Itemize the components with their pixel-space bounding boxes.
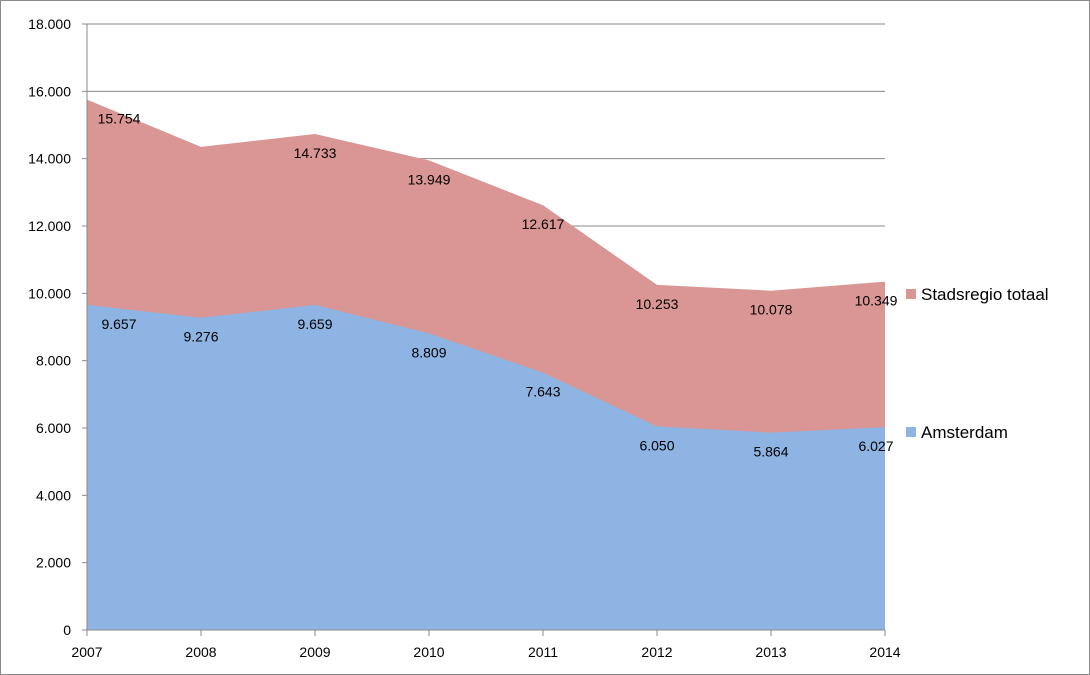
data-label: 14.733 bbox=[294, 145, 337, 161]
x-tick-label: 2011 bbox=[528, 644, 558, 660]
data-label: 13.949 bbox=[408, 171, 451, 187]
data-label: 8.809 bbox=[411, 344, 446, 360]
series-areas bbox=[87, 99, 885, 630]
y-tick-label: 10.000 bbox=[28, 285, 71, 301]
data-label: 6.027 bbox=[858, 438, 893, 454]
data-label: 10.349 bbox=[855, 293, 898, 309]
x-tick-label: 2009 bbox=[299, 644, 330, 660]
y-tick-label: 14.000 bbox=[28, 151, 71, 167]
data-label: 12.617 bbox=[522, 216, 565, 232]
x-tick-label: 2007 bbox=[71, 644, 102, 660]
y-tick-label: 12.000 bbox=[28, 218, 71, 234]
x-tick-label: 2013 bbox=[755, 644, 786, 660]
x-tick-label: 2012 bbox=[641, 644, 672, 660]
x-tick-label: 2014 bbox=[869, 644, 900, 660]
data-label: 10.253 bbox=[636, 296, 679, 312]
data-label: 6.050 bbox=[639, 437, 674, 453]
legend-swatch bbox=[906, 427, 916, 437]
data-label: 5.864 bbox=[753, 444, 788, 460]
legend-swatch bbox=[906, 289, 916, 299]
y-tick-label: 8.000 bbox=[36, 353, 71, 369]
y-tick-label: 18.000 bbox=[28, 16, 71, 32]
legend: Stadsregio totaal Amsterdam bbox=[906, 285, 1049, 442]
axes: 0 2.000 4.000 6.000 8.000 10.000 12.000 14.000 1… bbox=[28, 16, 901, 660]
data-label: 9.659 bbox=[297, 316, 332, 332]
y-tick-label: 0 bbox=[63, 622, 71, 638]
y-tick-label: 4.000 bbox=[36, 487, 71, 503]
y-tick-label: 16.000 bbox=[28, 83, 71, 99]
data-label: 9.276 bbox=[183, 329, 218, 345]
x-tick-label: 2008 bbox=[185, 644, 216, 660]
x-tick-label: 2010 bbox=[413, 644, 444, 660]
data-label: 9.657 bbox=[101, 316, 136, 332]
y-tick-label: 6.000 bbox=[36, 420, 71, 436]
data-label: 10.078 bbox=[750, 302, 793, 318]
y-tick-label: 2.000 bbox=[36, 555, 71, 571]
data-label: 15.754 bbox=[98, 111, 141, 127]
legend-label: Amsterdam bbox=[921, 423, 1008, 442]
legend-label: Stadsregio totaal bbox=[921, 285, 1049, 304]
area-amsterdam bbox=[87, 304, 885, 630]
data-label: 7.643 bbox=[525, 384, 560, 400]
data-labels: 15.754 14.733 13.949 12.617 10.253 10.078 10.3… bbox=[98, 111, 898, 460]
